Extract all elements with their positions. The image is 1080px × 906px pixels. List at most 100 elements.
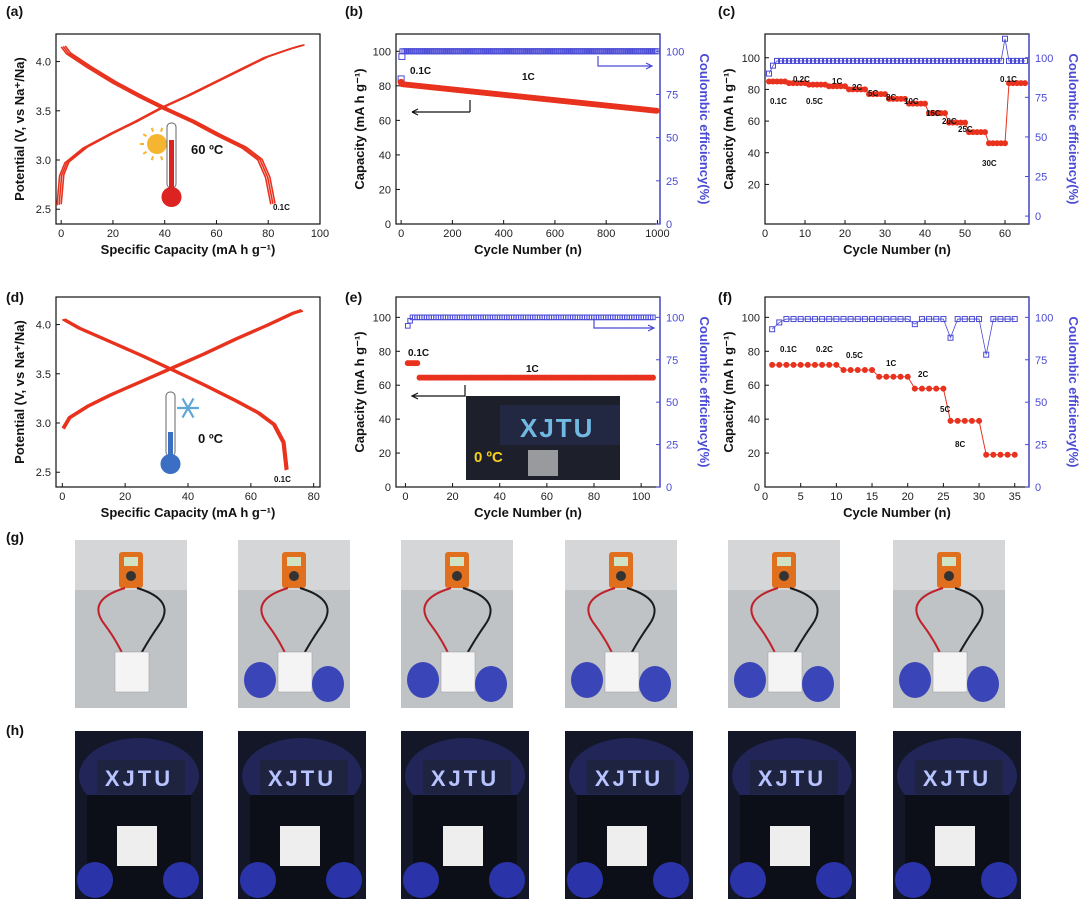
x-tick-label: 40	[919, 228, 931, 240]
y2-tick-label: 75	[1035, 92, 1047, 104]
plot-frame	[55, 33, 321, 225]
panel-label-c: (c)	[718, 3, 735, 19]
photo-h-2: XJTU	[238, 731, 366, 899]
plot-frame	[764, 296, 1030, 488]
discharge-curve	[60, 46, 272, 205]
y-tick-label: 40	[748, 414, 760, 426]
y2-tick-label: 25	[1035, 440, 1047, 452]
y-tick-label: 0	[385, 482, 391, 494]
chart-d: 0 20 40 60 80 2.5 3.0 3.5 4.0 Specific Capacity (…	[12, 296, 321, 520]
capacity-point	[847, 366, 854, 373]
inset-temperature-label: 0 ºC	[474, 449, 503, 466]
pouch-cell	[114, 651, 150, 693]
sun-ray	[160, 156, 164, 161]
rate-label-0.1C: 0.1C	[408, 348, 429, 359]
capacity-point	[1011, 451, 1018, 458]
rate-label: 2C	[852, 83, 862, 92]
y-tick-label: 60	[748, 380, 760, 392]
y-tick-label: 80	[748, 84, 760, 96]
y-tick-label: 20	[748, 179, 760, 191]
ce-point	[961, 316, 968, 323]
capacity-point	[962, 119, 968, 126]
ce-point	[847, 316, 854, 323]
inset-device	[528, 450, 558, 476]
ce-point	[770, 62, 776, 69]
led-sign-text: XJTU	[595, 766, 663, 791]
y2-tick-label: 75	[666, 89, 678, 101]
y2-tick-label: 75	[1035, 355, 1047, 367]
discharge-curve	[64, 45, 276, 204]
y-tick-label: 4.0	[36, 57, 51, 69]
ce-line	[771, 318, 1015, 355]
photo-g-3	[401, 540, 513, 708]
y-tick-label: 3.0	[36, 418, 51, 430]
glove-right	[639, 666, 671, 702]
rate-label: 1C	[886, 359, 896, 368]
y2-axis-label: Coulombic efficiency(%)	[697, 54, 712, 205]
ce-point	[804, 316, 811, 323]
y-tick-label: 2.5	[36, 467, 51, 479]
y2-tick-label: 50	[666, 133, 678, 145]
capacity-point	[902, 95, 908, 102]
capacity-point	[954, 417, 961, 424]
capacity-point	[890, 373, 897, 380]
capacity-point	[976, 417, 983, 424]
rate-label-1C: 1C	[526, 364, 539, 375]
glove-right	[802, 666, 834, 702]
y-axis-label: Capacity (mA h g⁻¹)	[721, 331, 736, 452]
inset-sign-text: XJTU	[520, 413, 594, 443]
pouch-cell	[280, 826, 320, 866]
sun-ray	[142, 150, 148, 155]
sun-ray	[142, 133, 148, 138]
x-tick-label: 0	[398, 228, 404, 240]
discharge-curve	[62, 45, 274, 205]
ce-point	[947, 334, 954, 341]
panel-label-d: (d)	[6, 289, 24, 305]
multimeter-dial	[452, 571, 462, 581]
capacity-point	[653, 107, 660, 114]
pouch-cell	[932, 651, 968, 693]
x-tick-label: 60	[245, 491, 257, 503]
ce-point	[819, 316, 826, 323]
capacity-point	[414, 360, 421, 367]
multimeter-dial	[779, 571, 789, 581]
x-tick-label: 40	[159, 228, 171, 240]
snowflake-arm	[181, 397, 195, 419]
x-tick-label: 80	[308, 491, 320, 503]
ce-point	[404, 323, 411, 329]
pouch-cell	[935, 826, 975, 866]
capacity-point	[840, 366, 847, 373]
ce-point	[869, 316, 876, 323]
y-tick-label: 40	[379, 150, 391, 162]
glove-left	[895, 862, 931, 898]
rate-label: 10C	[904, 97, 919, 106]
y-tick-label: 20	[379, 448, 391, 460]
glove-right	[163, 862, 199, 898]
y-tick-label: 4.0	[36, 320, 51, 332]
x-tick-label: 50	[959, 228, 971, 240]
rate-label: 0.5C	[806, 97, 823, 106]
x-tick-label: 600	[546, 228, 564, 240]
led-board	[915, 760, 1003, 794]
ce-point	[940, 316, 947, 323]
capacity-point	[883, 373, 890, 380]
rate-label: 0.1C	[273, 203, 290, 212]
discharge-curve	[63, 318, 288, 470]
glove-left	[244, 662, 276, 698]
capacity-point	[876, 373, 883, 380]
x-axis-label: Cycle Number (n)	[474, 242, 582, 257]
sun-icon	[140, 127, 174, 161]
y-axis-label: Capacity (mA h g⁻¹)	[352, 68, 367, 189]
led-board	[97, 760, 185, 794]
y-tick-label: 0	[754, 482, 760, 494]
glove-left	[899, 662, 931, 698]
multimeter-dial	[944, 571, 954, 581]
ce-point	[398, 52, 406, 60]
ce-series	[769, 316, 1018, 358]
ce-point	[883, 316, 890, 323]
capacity-series	[397, 78, 660, 114]
photo-g-1	[75, 540, 187, 708]
plot-frame	[55, 296, 321, 488]
thermo-fill	[168, 432, 173, 458]
